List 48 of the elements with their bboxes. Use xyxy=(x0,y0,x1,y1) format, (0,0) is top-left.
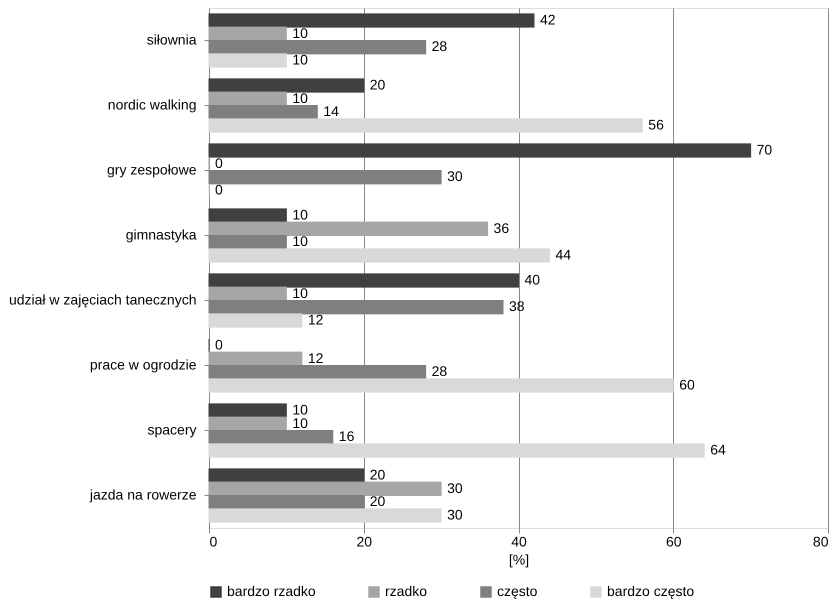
y-tick-label: gry zespołowe xyxy=(107,162,197,178)
y-tick-label: gimnastyka xyxy=(126,226,197,242)
data-label: 12 xyxy=(308,311,324,328)
data-label: 40 xyxy=(524,272,540,288)
x-axis-title: [%] xyxy=(508,552,530,568)
data-label: 10 xyxy=(292,90,308,106)
x-tick-label: 60 xyxy=(666,534,682,550)
data-label: 56 xyxy=(648,116,664,132)
data-label: 20 xyxy=(370,466,386,483)
data-label: 70 xyxy=(756,142,772,158)
data-label: 20 xyxy=(370,76,386,93)
data-label: 16 xyxy=(338,428,355,444)
data-label: 10 xyxy=(292,284,308,301)
data-label: 14 xyxy=(323,103,340,120)
data-label: 30 xyxy=(447,168,463,184)
data-label: 64 xyxy=(710,441,726,458)
x-tick-label: 80 xyxy=(812,534,829,550)
legend-label: często xyxy=(497,583,538,599)
data-label: 38 xyxy=(509,298,525,314)
y-tick-label: siłownia xyxy=(146,32,197,48)
data-label: 30 xyxy=(447,506,463,522)
x-tick-label: 40 xyxy=(511,534,527,550)
y-tick-label: udział w zajęciach tanecznych xyxy=(8,292,196,308)
data-label: 0 xyxy=(215,336,223,353)
data-label: 60 xyxy=(679,376,696,392)
data-label: 42 xyxy=(540,12,556,28)
y-tick-label: spacery xyxy=(147,422,196,438)
data-label: 10 xyxy=(292,233,308,250)
legend-label: bardzo często xyxy=(607,583,694,599)
y-tick-label: jazda na rowerze xyxy=(88,486,197,502)
data-label: 0 xyxy=(215,154,223,171)
data-label: 30 xyxy=(447,480,463,496)
data-label: 36 xyxy=(494,220,510,236)
y-tick-label: nordic walking xyxy=(108,96,196,112)
data-label: 28 xyxy=(432,38,448,54)
x-tick-label: 0 xyxy=(210,534,218,550)
legend-label: rzadko xyxy=(385,583,428,599)
legend-label: bardzo rzadko xyxy=(227,583,316,599)
y-tick-label: prace w ogrodzie xyxy=(90,356,197,372)
x-tick-label: 20 xyxy=(356,534,372,550)
data-label: 44 xyxy=(555,246,572,262)
data-label: 10 xyxy=(292,24,308,41)
data-label: 0 xyxy=(215,181,223,198)
data-label: 28 xyxy=(432,363,448,380)
data-label: 10 xyxy=(292,206,308,223)
data-label: 10 xyxy=(292,51,308,68)
data-label: 12 xyxy=(308,350,324,366)
data-label: 20 xyxy=(370,493,386,510)
